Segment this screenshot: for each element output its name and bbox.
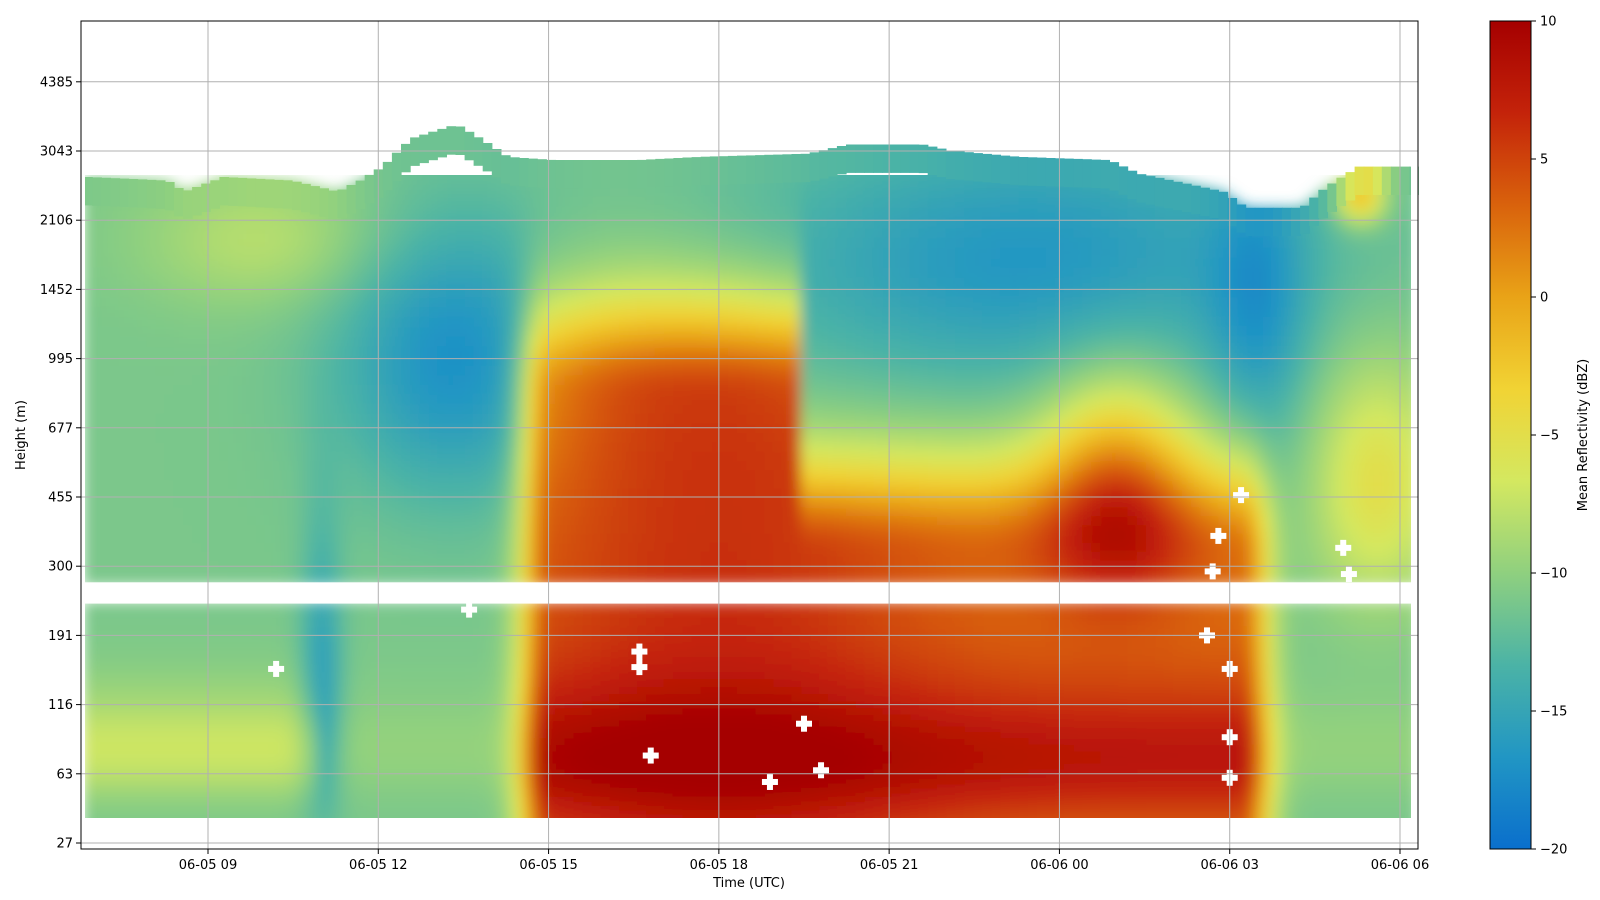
y-tick-label: 1452 [40, 283, 73, 298]
colorbar-tick-label: −20 [1540, 843, 1567, 858]
colorbar-tick-label: −10 [1540, 567, 1567, 582]
y-axis-title: Height (m) [14, 400, 29, 470]
x-tick-label: 06-05 12 [349, 858, 407, 873]
y-tick-label: 63 [56, 767, 73, 782]
y-tick-label: 677 [48, 421, 73, 436]
plot-frame [80, 20, 1419, 850]
colorbar-tick-label: 5 [1540, 153, 1548, 168]
x-tick-label: 06-06 00 [1030, 858, 1088, 873]
reflectivity-field [85, 175, 1411, 818]
y-tick-label: 27 [56, 837, 73, 852]
colorbar-axis: 10 5 0 −5 −10 −15 −20 [1531, 15, 1567, 858]
y-tick-label: 191 [48, 629, 73, 644]
grid [81, 21, 1418, 849]
colorbar-tick-label: −15 [1540, 705, 1567, 720]
colorbar [1489, 20, 1532, 850]
reflectivity-field-details [81, 21, 1419, 849]
y-tick-label: 3043 [40, 145, 73, 160]
x-tick-label: 06-06 06 [1371, 858, 1429, 873]
x-tick-label: 06-05 21 [860, 858, 918, 873]
x-tick-label: 06-05 18 [690, 858, 748, 873]
y-tick-label: 300 [48, 560, 73, 575]
colorbar-tick-label: 0 [1540, 291, 1548, 306]
x-axis-title: Time (UTC) [712, 876, 785, 891]
y-tick-label: 116 [48, 698, 73, 713]
x-tick-label: 06-06 03 [1200, 858, 1258, 873]
colorbar-title: Mean Reflectivity (dBZ) [1576, 359, 1591, 512]
colorbar-tick-label: 10 [1540, 15, 1557, 30]
y-tick-label: 455 [48, 491, 73, 506]
colorbar-tick-label: −5 [1540, 429, 1559, 444]
y-tick-label: 4385 [40, 75, 73, 90]
x-axis: 06-05 09 06-05 12 06-05 15 06-05 18 06-05 21… [179, 849, 1429, 873]
y-axis: 27 63 116 191 300 455 677 995 1452 2106 3043 4385 [40, 75, 81, 852]
y-tick-label: 2106 [40, 214, 73, 229]
x-tick-label: 06-05 15 [519, 858, 577, 873]
x-tick-label: 06-05 09 [179, 858, 237, 873]
y-tick-label: 995 [48, 352, 73, 367]
